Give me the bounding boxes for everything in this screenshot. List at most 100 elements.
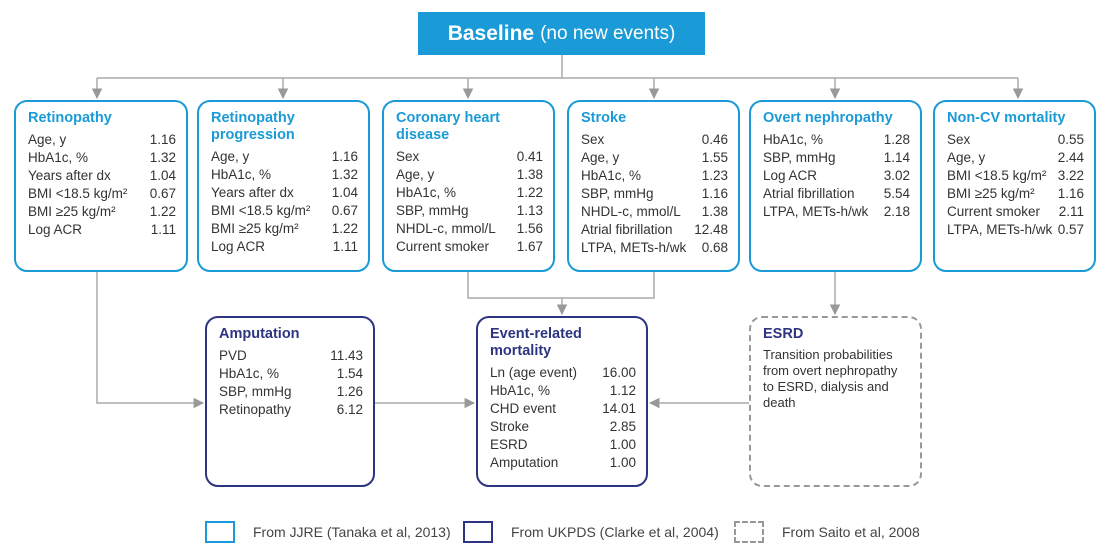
row-value: 12.48 (694, 222, 728, 237)
row-label: Years after dx (28, 168, 111, 183)
legend-label: From Saito et al, 2008 (782, 524, 920, 540)
box-title: Amputation (219, 326, 300, 342)
row-label: BMI <18.5 kg/m² (947, 168, 1047, 183)
row-value: 11.43 (330, 348, 363, 363)
row-label: CHD event (490, 401, 557, 416)
row-value: 1.32 (149, 150, 176, 165)
row-label: BMI ≥25 kg/m² (947, 186, 1035, 201)
row-value: 1.38 (516, 167, 543, 182)
row-value: 1.26 (336, 384, 363, 399)
box-title: Stroke (581, 110, 627, 126)
table-row: Sex 0.46 (581, 131, 728, 149)
table-row: BMI ≥25 kg/m² 1.22 (211, 220, 358, 238)
table-row: Stroke 2.85 (490, 418, 636, 436)
row-label: BMI <18.5 kg/m² (28, 186, 128, 201)
row-value: 3.22 (1057, 168, 1084, 183)
row-value: 1.54 (336, 366, 363, 381)
table-row: HbA1c, % 1.28 (763, 131, 910, 149)
table-row: BMI <18.5 kg/m² 0.67 (211, 202, 358, 220)
row-label: Age, y (211, 149, 250, 164)
row-value: 1.16 (1057, 186, 1084, 201)
row-label: HbA1c, % (396, 185, 457, 200)
table-row: HbA1c, % 1.32 (28, 149, 176, 167)
row-label: Ln (age event) (490, 365, 578, 380)
row-value: 1.11 (150, 222, 176, 237)
row-value: 1.16 (331, 149, 358, 164)
row-label: HbA1c, % (28, 150, 89, 165)
row-value: 1.00 (609, 437, 636, 452)
row-label: HbA1c, % (581, 168, 642, 183)
row-label: Sex (396, 149, 420, 164)
table-row: Age, y 1.16 (28, 131, 176, 149)
row-value: 1.55 (701, 150, 728, 165)
model-box: Non-CV mortality Sex 0.55 Age, y 2.44 BMI <18… (933, 100, 1096, 272)
row-value: 1.38 (701, 204, 728, 219)
row-value: 1.22 (149, 204, 176, 219)
table-row: HbA1c, % 1.22 (396, 184, 543, 202)
model-box: Amputation PVD 11.43 HbA1c, % 1.54 SBP, mmHg 1… (205, 316, 375, 487)
table-row: Log ACR 3.02 (763, 167, 910, 185)
box-title: Coronary heart disease (396, 110, 500, 143)
table-row: Age, y 1.16 (211, 148, 358, 166)
row-label: Sex (581, 132, 605, 147)
table-row: Age, y 2.44 (947, 149, 1084, 167)
row-label: BMI ≥25 kg/m² (28, 204, 116, 219)
esrd-box: ESRD Transition probabilities from overt … (749, 316, 922, 487)
table-row: SBP, mmHg 1.26 (219, 383, 363, 401)
table-row: Atrial fibrillation 5.54 (763, 185, 910, 203)
table-row: Ln (age event) 16.00 (490, 364, 636, 382)
row-value: 1.23 (701, 168, 728, 183)
row-value: 0.67 (149, 186, 176, 201)
table-row: BMI ≥25 kg/m² 1.22 (28, 203, 176, 221)
row-label: LTPA, METs-h/wk (947, 222, 1053, 237)
table-row: LTPA, METs-h/wk 2.18 (763, 203, 910, 221)
row-value: 1.00 (609, 455, 636, 470)
box-title: Event-related mortality (490, 326, 582, 359)
row-label: Log ACR (28, 222, 83, 237)
row-label: Age, y (581, 150, 620, 165)
table-row: HbA1c, % 1.23 (581, 167, 728, 185)
row-value: 1.16 (701, 186, 728, 201)
legend-label: From UKPDS (Clarke et al, 2004) (511, 524, 719, 540)
table-row: Amputation 1.00 (490, 454, 636, 472)
row-label: BMI ≥25 kg/m² (211, 221, 299, 236)
row-label: HbA1c, % (763, 132, 824, 147)
baseline-subtitle: (no new events) (540, 22, 676, 44)
table-row: PVD 11.43 (219, 347, 363, 365)
row-label: SBP, mmHg (396, 203, 469, 218)
row-value: 0.46 (701, 132, 728, 147)
table-row: SBP, mmHg 1.14 (763, 149, 910, 167)
row-value: 0.68 (701, 240, 728, 255)
table-row: Sex 0.41 (396, 148, 543, 166)
row-label: SBP, mmHg (581, 186, 654, 201)
row-label: Stroke (490, 419, 530, 434)
table-row: Age, y 1.55 (581, 149, 728, 167)
row-value: 5.54 (883, 186, 910, 201)
row-value: 14.01 (602, 401, 636, 416)
row-value: 0.67 (331, 203, 358, 218)
table-row: BMI ≥25 kg/m² 1.16 (947, 185, 1084, 203)
row-label: LTPA, METs-h/wk (763, 204, 869, 219)
baseline-title: Baseline (447, 21, 535, 45)
row-label: HbA1c, % (219, 366, 280, 381)
row-value: 1.16 (149, 132, 176, 147)
box-title: Non-CV mortality (947, 110, 1066, 126)
table-row: Years after dx 1.04 (211, 184, 358, 202)
table-row: Age, y 1.38 (396, 166, 543, 184)
row-label: ESRD (490, 437, 528, 452)
row-label: Years after dx (211, 185, 294, 200)
table-row: ESRD 1.00 (490, 436, 636, 454)
table-row: NHDL-c, mmol/L 1.56 (396, 220, 543, 238)
table-row: Sex 0.55 (947, 131, 1084, 149)
row-value: 2.18 (883, 204, 910, 219)
row-label: SBP, mmHg (219, 384, 292, 399)
row-label: LTPA, METs-h/wk (581, 240, 687, 255)
row-value: 2.11 (1058, 204, 1084, 219)
esrd-text: Transition probabilities from overt neph… (763, 347, 898, 410)
row-value: 2.85 (609, 419, 636, 434)
table-row: SBP, mmHg 1.13 (396, 202, 543, 220)
row-label: HbA1c, % (211, 167, 272, 182)
legend-swatch (734, 521, 764, 543)
table-row: Log ACR 1.11 (28, 221, 176, 239)
